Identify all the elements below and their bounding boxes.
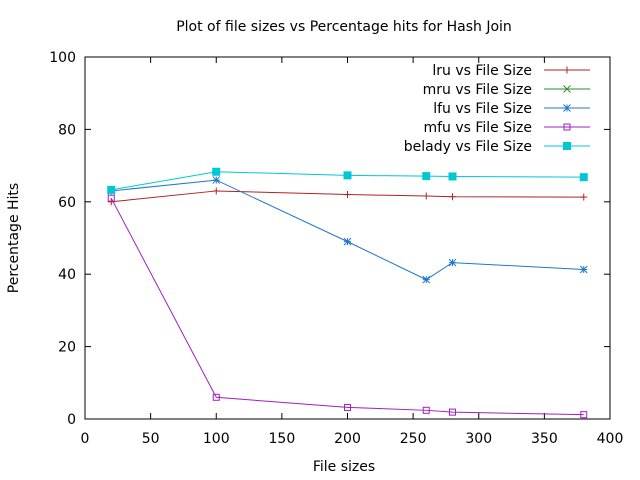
- series-line: [111, 171, 584, 191]
- marker-part: [563, 85, 571, 93]
- chart-title: Plot of file sizes vs Percentage hits fo…: [176, 19, 512, 35]
- marker-part: [107, 194, 115, 202]
- data-point: [422, 192, 430, 200]
- legend-marker: [563, 104, 571, 112]
- data-point: [448, 258, 457, 267]
- x-axis-label: File sizes: [313, 459, 375, 475]
- legend-marker: [563, 142, 571, 150]
- series-line: [110, 197, 584, 416]
- series-square: [107, 194, 588, 419]
- data-point: [579, 265, 588, 274]
- x-tick-label: 300: [465, 431, 492, 447]
- marker-part: [449, 408, 456, 416]
- data-point: [343, 237, 352, 246]
- data-point: [449, 193, 456, 201]
- data-point: [422, 406, 430, 414]
- legend-marker: [563, 66, 571, 74]
- data-point: [344, 403, 351, 411]
- data-point: [343, 171, 352, 180]
- legend-label: belady vs File Size: [404, 139, 532, 155]
- legend: lru vs File Size mru vs File Size lfu vs F…: [404, 63, 590, 155]
- y-tick-label: 0: [67, 412, 76, 428]
- axis-ticks: 0 50 100 150 200 250 300 350 400 0 20 40 60 80 100: [49, 50, 623, 447]
- marker-part: [579, 173, 588, 182]
- marker-part: [579, 265, 588, 274]
- marker-part: [422, 406, 430, 414]
- data-point: [212, 393, 220, 401]
- data-point: [107, 194, 115, 202]
- legend-marker: [563, 123, 571, 131]
- series-line: [111, 190, 584, 203]
- legend-label: lfu vs File Size: [433, 101, 532, 117]
- x-tick-label: 50: [142, 431, 160, 447]
- marker-part: [344, 403, 351, 411]
- legend-marker: [563, 85, 571, 93]
- x-tick-label: 0: [81, 431, 90, 447]
- x-tick-label: 150: [269, 431, 296, 447]
- y-axis-label: Percentage Hits: [6, 183, 22, 293]
- data-point: [422, 172, 431, 181]
- marker-part: [448, 172, 457, 181]
- data-point: [212, 176, 221, 184]
- marker-part: [343, 171, 352, 180]
- series-filled-square: [107, 167, 588, 194]
- marker-part: [107, 185, 116, 194]
- data-point: [580, 411, 588, 419]
- x-tick-label: 200: [334, 431, 361, 447]
- data-point: [107, 185, 116, 194]
- data-point: [422, 275, 431, 284]
- data-point: [212, 167, 221, 176]
- y-tick-label: 40: [58, 267, 76, 283]
- legend-label: mfu vs File Size: [423, 120, 532, 136]
- legend-label: lru vs File Size: [432, 63, 532, 79]
- series-layer: [107, 167, 588, 419]
- marker-part: [448, 258, 457, 267]
- marker-part: [563, 142, 571, 150]
- y-tick-label: 100: [49, 50, 76, 66]
- data-point: [448, 172, 457, 181]
- x-tick-label: 100: [203, 431, 230, 447]
- marker-part: [343, 237, 352, 246]
- data-point: [449, 408, 456, 416]
- y-tick-label: 60: [58, 195, 76, 211]
- x-tick-label: 350: [531, 431, 558, 447]
- data-point: [579, 173, 588, 182]
- x-tick-label: 250: [400, 431, 427, 447]
- data-point: [344, 191, 351, 199]
- marker-part: [563, 123, 571, 131]
- marker-part: [580, 411, 588, 419]
- legend-label: mru vs File Size: [423, 82, 532, 98]
- y-tick-label: 80: [58, 122, 76, 138]
- marker-part: [563, 104, 571, 112]
- y-tick-label: 20: [58, 340, 76, 356]
- marker-part: [422, 275, 431, 284]
- marker-part: [212, 176, 221, 184]
- data-point: [580, 193, 588, 201]
- x-tick-label: 400: [597, 431, 624, 447]
- data-point: [212, 187, 220, 195]
- marker-part: [212, 167, 221, 176]
- series-line: [111, 179, 584, 281]
- series-plus: [107, 187, 588, 206]
- marker-part: [212, 393, 220, 401]
- marker-part: [422, 172, 431, 181]
